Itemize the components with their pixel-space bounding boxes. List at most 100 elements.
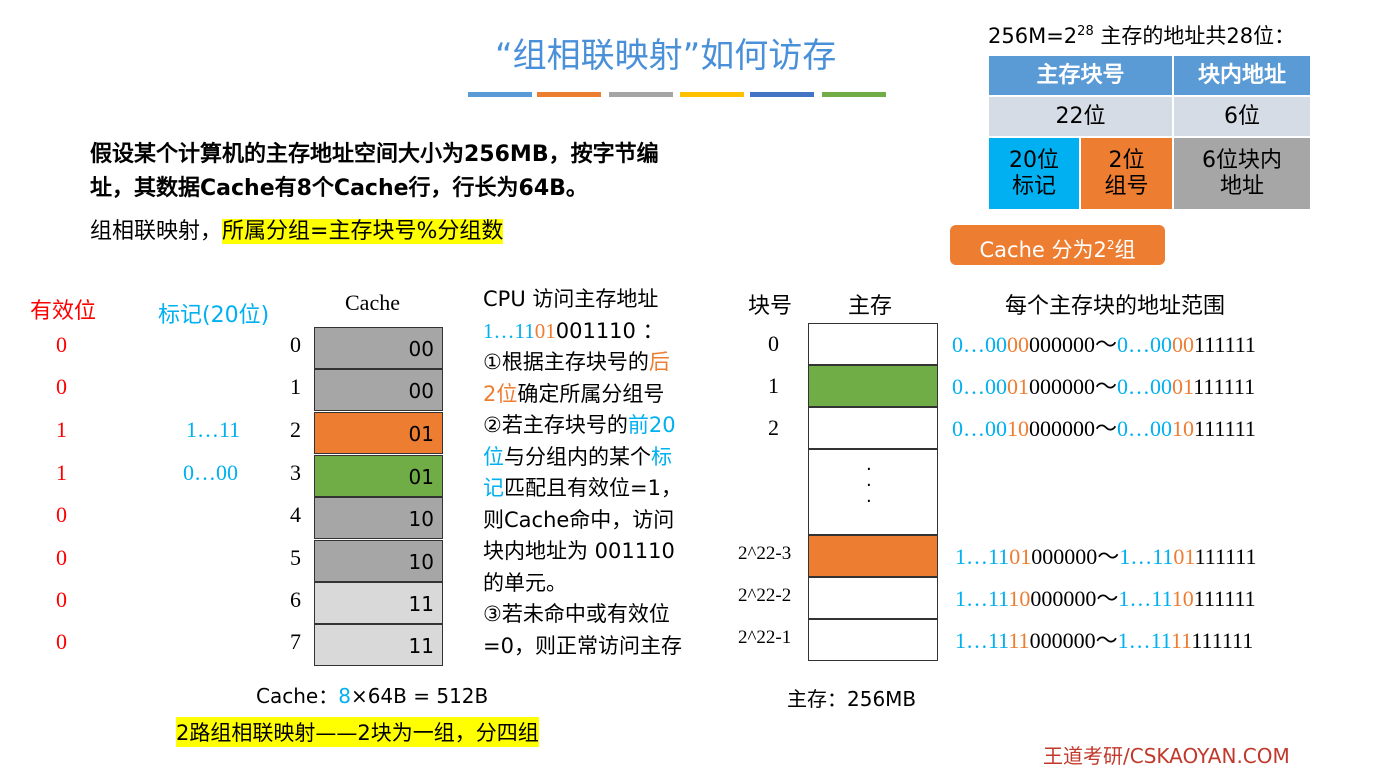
range-segment: 11 <box>1171 628 1192 653</box>
bits-22: 22位 <box>988 96 1173 137</box>
cache-line-index: 7 <box>290 629 301 654</box>
title-bar-segment <box>680 92 744 97</box>
range-segment: 000000 <box>1029 628 1096 653</box>
title-bar-segment <box>537 92 601 97</box>
tag-field: 20位 标记 <box>988 137 1080 210</box>
range-segment: 1…11 <box>1118 586 1173 611</box>
address-range: 0…0001000000～0…0001111111 <box>952 369 1255 401</box>
step2: 匹配且有效位=1， <box>504 476 682 500</box>
range-segment: 1…11 <box>955 586 1009 611</box>
range-segment: 111111 <box>1191 628 1254 653</box>
range-segment: 111111 <box>1194 544 1257 569</box>
range-segment: 01 <box>1007 374 1029 399</box>
valid-bit: 1 <box>56 417 67 442</box>
cpu-line: CPU 访问主存地址 <box>483 287 659 311</box>
range-segment: 0…00 <box>952 374 1007 399</box>
rule-text: 组相联映射， <box>90 219 223 244</box>
addr-offset: 001110 ： <box>555 318 664 343</box>
range-segment: 111111 <box>1194 416 1256 441</box>
size-text: Cache： <box>256 684 339 708</box>
rule-line: 组相联映射，所属分组=主存块号%分组数 <box>90 213 504 245</box>
cpu-address: 1…1101001110 ： <box>483 316 682 348</box>
valid-bit: 0 <box>56 629 67 654</box>
range-segment: 10 <box>1172 416 1195 441</box>
tag-value: 0…00 <box>183 460 238 485</box>
valid-bit: 0 <box>56 545 67 570</box>
memory-block <box>808 407 938 449</box>
memory-block <box>808 535 938 577</box>
callout-cache-groups: Cache 分为22组 <box>950 225 1165 265</box>
range-segment: 111111 <box>1193 586 1256 611</box>
block-number: 2^22-2 <box>738 585 792 606</box>
step2-hl: 记 <box>483 476 504 500</box>
rule-highlight: 所属分组=主存块号%分组数 <box>222 219 504 244</box>
cache-line-group: 11 <box>314 582 443 624</box>
range-tilde: ～ <box>1095 416 1118 441</box>
title-bar-segment <box>609 92 673 97</box>
cache-line-index: 6 <box>290 587 301 612</box>
cache-line-index: 3 <box>290 460 301 485</box>
address-range: 1…1111000000～1…1111111111 <box>955 623 1253 655</box>
range-segment: 111111 <box>1193 374 1256 399</box>
block-number: 0 <box>768 331 779 356</box>
addr-group: 01 <box>534 318 556 343</box>
intro-line-2: 址，其数据Cache有8个Cache行，行长为64B。 <box>90 176 588 201</box>
range-segment: 111111 <box>1194 332 1256 357</box>
memory-block <box>808 619 938 661</box>
step2: 与分组内的某个 <box>504 444 651 469</box>
memory-block <box>808 323 938 365</box>
intro-bold: 字节 <box>592 142 637 167</box>
caption: 256M=2 <box>988 24 1078 48</box>
range-segment: 1…11 <box>955 544 1010 569</box>
intro-text: 编 <box>636 142 659 167</box>
cache-title: Cache <box>345 290 400 315</box>
range-segment: 1…11 <box>1117 628 1172 653</box>
footer-brand: 王道考研/CSKAOYAN.COM <box>1043 744 1290 768</box>
valid-bit: 0 <box>56 502 67 527</box>
step2-hl: 位 <box>483 444 504 469</box>
range-segment: 000000 <box>1030 586 1097 611</box>
offset-field: 6位块内 地址 <box>1173 137 1311 210</box>
range-tilde: ～ <box>1096 586 1119 611</box>
bits-6: 6位 <box>1173 96 1311 137</box>
intro-line-1: 假设某个计算机的主存地址空间大小为256MB，按字节编 <box>90 136 659 168</box>
step1: ①根据主存块号的 <box>483 350 649 374</box>
cache-line-index: 0 <box>290 332 301 357</box>
block-number-label: 块号 <box>748 294 793 319</box>
slide-title: “组相联映射”如何访存 <box>495 36 837 76</box>
range-segment: 0…00 <box>952 416 1007 441</box>
address-range: 0…0000000000～0…0000111111 <box>952 327 1256 359</box>
cache-line-group: 00 <box>314 327 443 369</box>
cache-line-group: 10 <box>314 540 443 582</box>
memory-block <box>808 365 938 407</box>
range-tilde: ～ <box>1097 544 1120 569</box>
two-way-note: 2路组相联映射——2块为一组，分四组 <box>176 717 539 747</box>
block-number: 1 <box>768 373 779 398</box>
block-number: 2^22-3 <box>738 543 792 564</box>
step3: =0，则正常访问主存 <box>483 633 682 658</box>
range-tilde: ～ <box>1095 628 1118 653</box>
address-range: 1…1101000000～1…1101111111 <box>955 539 1257 571</box>
title-bar-segment <box>822 92 886 97</box>
step2-hl: 前20 <box>627 413 676 437</box>
range-segment: 01 <box>1172 374 1194 399</box>
valid-bit: 0 <box>56 374 67 399</box>
title-bar-segment <box>468 92 532 97</box>
range-segment: 000000 <box>1029 416 1095 441</box>
range-tilde: ～ <box>1095 332 1118 357</box>
cache-line-index: 5 <box>290 545 301 570</box>
addr-caption: 256M=228 主存的地址共28位： <box>988 20 1295 50</box>
size-text: ×64B = 512B <box>350 684 489 708</box>
cache-line-index: 1 <box>290 374 301 399</box>
memory-dots: · · · <box>866 459 872 512</box>
range-tilde: ～ <box>1095 374 1118 399</box>
callout-text: Cache 分为2 <box>979 238 1107 262</box>
range-segment: 0…00 <box>1117 332 1173 357</box>
range-segment: 01 <box>1173 544 1195 569</box>
memory-size: 主存：256MB <box>787 687 917 711</box>
callout-exp: 2 <box>1106 238 1115 252</box>
range-segment: 000000 <box>1031 544 1098 569</box>
caption: 主存的地址共28位： <box>1093 24 1296 48</box>
step1: 确定所属分组号 <box>517 381 665 406</box>
valid-bit: 1 <box>56 460 67 485</box>
